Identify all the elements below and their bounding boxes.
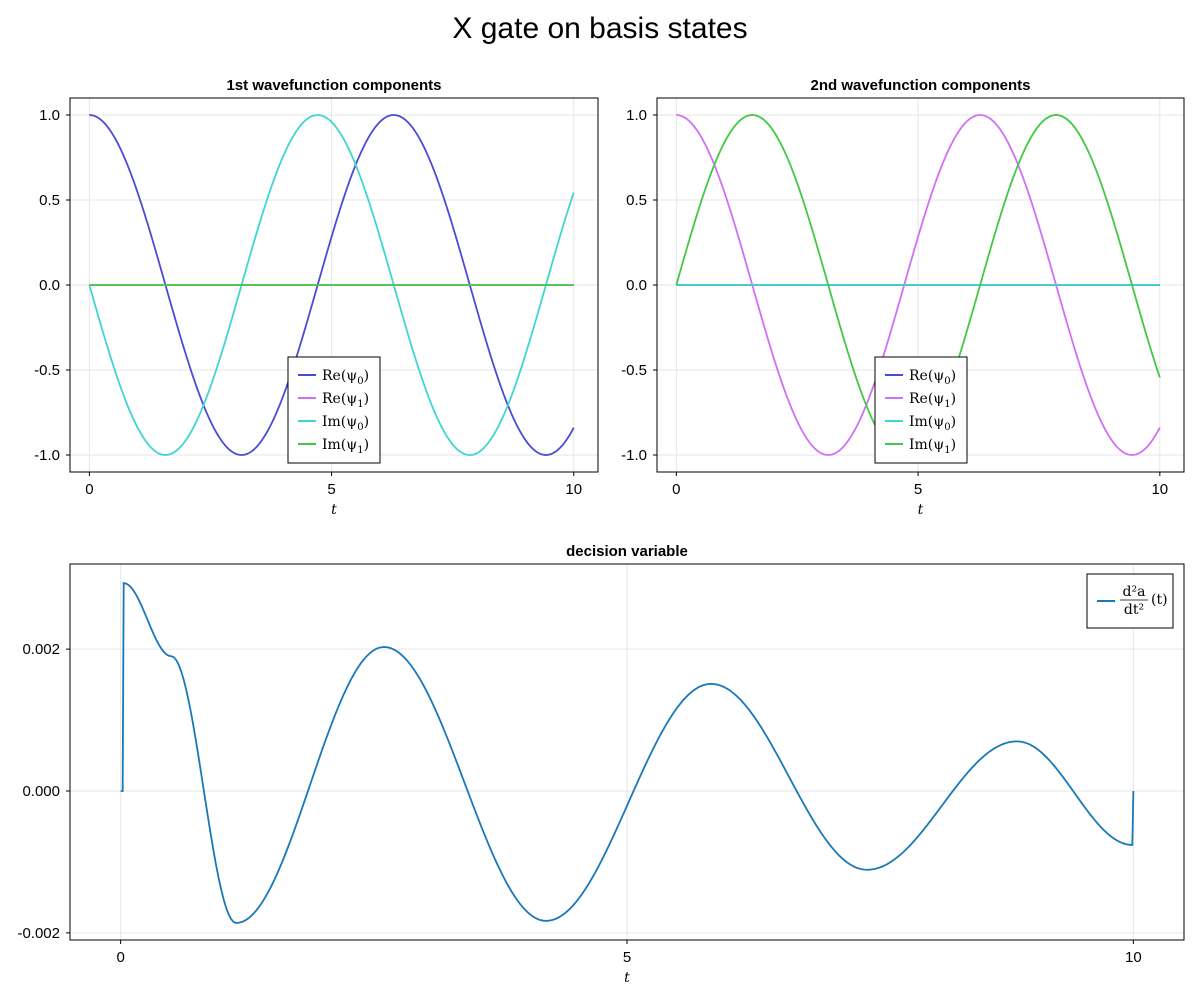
- y-tick-label-1: 0.5: [626, 192, 647, 209]
- chart-panel-3: 0 5 10 0.002 0.000 -0.002 decision variable t d²…: [17, 543, 1185, 986]
- y-tick-label-3: -0.5: [34, 362, 60, 379]
- panel-title: 2nd wavefunction components: [810, 77, 1030, 94]
- legend-label-1: Re(ψ0): [322, 368, 369, 387]
- series-line-1: [120, 582, 1135, 924]
- y-tick-label-4: -1.0: [621, 447, 647, 464]
- series-line-2: [676, 114, 1161, 456]
- panel-title: 1st wavefunction components: [226, 77, 441, 94]
- chart-panel-2: 0 5 10 1.0 0.5 0.0 -0.5 -1.0 2nd wavefunction co…: [621, 77, 1185, 518]
- y-tick-label-3: -0.5: [621, 362, 647, 379]
- legend-label-2: Re(ψ1): [322, 391, 369, 410]
- x-axis-label: t: [918, 502, 924, 518]
- chart-panel-1: 0 5 10 1.0 0.5 0.0 -0.5 -1.0 1st wavefunction co…: [34, 77, 599, 518]
- x-axis-label: t: [624, 970, 630, 986]
- y-tick-label-2: 0.0: [626, 277, 647, 294]
- y-tick-label-0: 1.0: [626, 107, 647, 124]
- legend-label-2: Re(ψ1): [909, 391, 956, 410]
- y-tick-label-2: -0.002: [17, 925, 60, 942]
- series-line-1: [89, 114, 575, 456]
- x-tick-label-2: 10: [565, 481, 582, 498]
- y-tick-label-4: -1.0: [34, 447, 60, 464]
- x-tick-label-1: 5: [914, 481, 922, 498]
- x-axis-label: t: [331, 502, 337, 518]
- panel-title: decision variable: [566, 543, 688, 560]
- x-tick-label-0: 0: [116, 949, 124, 966]
- legend-label-1-numerator: d²a: [1123, 584, 1146, 600]
- legend-label-3: Im(ψ0): [322, 414, 369, 433]
- y-tick-label-2: 0.0: [39, 277, 60, 294]
- x-tick-label-1: 5: [623, 949, 631, 966]
- legend: Re(ψ0) Re(ψ1) Im(ψ0) Im(ψ1): [874, 356, 968, 464]
- legend-label-1: Re(ψ0): [909, 368, 956, 387]
- series-line-3: [88, 114, 575, 456]
- legend-label-1-arg: (t): [1151, 592, 1168, 608]
- x-tick-label-2: 10: [1151, 481, 1168, 498]
- y-tick-label-0: 0.002: [22, 641, 60, 658]
- x-tick-label-2: 10: [1125, 949, 1142, 966]
- x-tick-label-1: 5: [327, 481, 335, 498]
- x-tick-label-0: 0: [672, 481, 680, 498]
- legend-label-3: Im(ψ0): [909, 414, 956, 433]
- legend-label-4: Im(ψ1): [909, 437, 956, 456]
- figure-title: X gate on basis states: [452, 12, 748, 45]
- legend: Re(ψ0) Re(ψ1) Im(ψ0) Im(ψ1): [287, 356, 381, 464]
- y-tick-label-1: 0.000: [22, 783, 60, 800]
- x-tick-label-0: 0: [85, 481, 93, 498]
- legend-label-4: Im(ψ1): [322, 437, 369, 456]
- legend-label-1-denominator: dt²: [1124, 602, 1144, 618]
- y-tick-label-0: 1.0: [39, 107, 60, 124]
- y-tick-label-1: 0.5: [39, 192, 60, 209]
- legend: d²a dt² (t): [1086, 573, 1174, 629]
